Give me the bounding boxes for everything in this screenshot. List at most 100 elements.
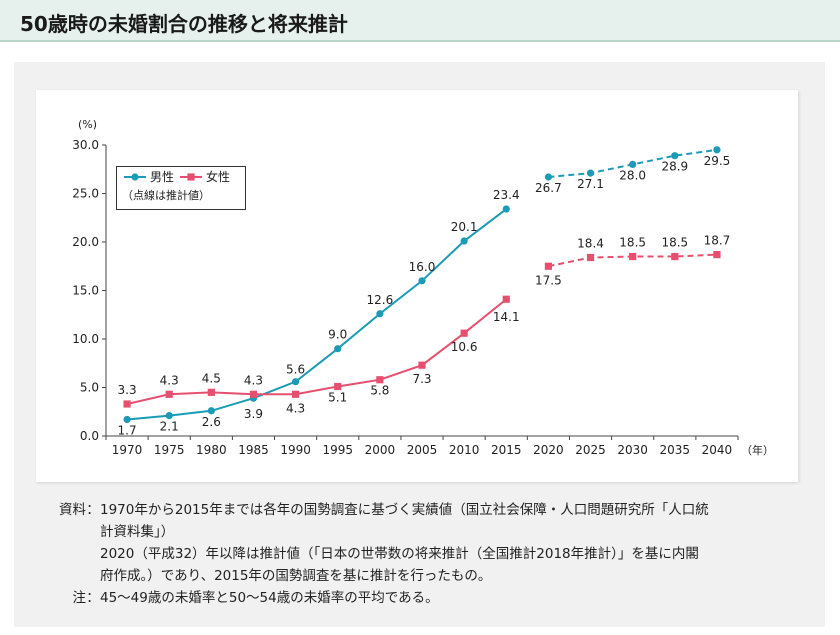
men-point <box>123 415 131 424</box>
women-point <box>165 390 173 398</box>
x-tick-label: 2000 <box>365 443 396 457</box>
women-data-label: 3.3 <box>118 383 137 397</box>
x-tick-label: 2025 <box>575 443 606 457</box>
legend-women-label: 女性 <box>206 169 230 184</box>
note-text: 45～49歳の未婚率と50～54歳の未婚率の平均である。 <box>100 590 439 606</box>
women-point <box>376 376 384 384</box>
y-tick-label: 20.0 <box>72 235 99 249</box>
x-tick-label: 2040 <box>702 443 733 457</box>
men-point <box>502 205 510 213</box>
women-point <box>292 390 300 398</box>
legend-note: （点線は推計値） <box>122 188 210 202</box>
women-data-label: 14.1 <box>493 310 520 324</box>
women-data-label: 10.6 <box>451 340 478 354</box>
women-point <box>334 382 342 391</box>
women-data-label: 18.5 <box>619 236 646 250</box>
page-title: 50歳時の未婚割合の推移と将来推計 <box>20 12 348 36</box>
note-label: 注 <box>72 590 87 606</box>
x-tick-label: 1975 <box>154 443 185 457</box>
source-note: 資料 ： 1970年から2015年までは各年の国勢調査に基づく実績値（国立社会保… <box>20 499 820 587</box>
source-line-3: 2020（平成32）年以降は推計値（「日本の世帯数の将来推計（全国推計2018年… <box>100 546 699 562</box>
men-point <box>629 160 637 168</box>
y-tick-label: 0.0 <box>80 429 99 443</box>
men-point <box>165 412 173 420</box>
men-point <box>713 146 721 154</box>
women-data-label: 4.3 <box>160 373 179 387</box>
men-data-label: 16.0 <box>409 260 436 274</box>
x-tick-label: 1985 <box>238 443 269 457</box>
x-tick-label: 1990 <box>280 443 311 457</box>
women-point <box>460 329 468 337</box>
men-point <box>334 345 342 353</box>
x-tick-label: 2010 <box>449 443 480 457</box>
women-point <box>713 251 721 259</box>
source-line-1: 1970年から2015年までは各年の国勢調査に基づく実績値（国立社会保障・人口問… <box>100 502 709 518</box>
men-point <box>418 277 426 285</box>
women-data-label: 5.8 <box>370 384 389 398</box>
women-point <box>544 262 552 270</box>
men-point <box>460 237 468 245</box>
y-tick-label: 25.0 <box>72 187 99 201</box>
men-point <box>586 169 595 177</box>
men-data-label: 29.5 <box>704 154 731 168</box>
source-line-2: 計資料集」） <box>100 524 175 540</box>
legend-women-marker <box>187 173 195 181</box>
women-actual-line <box>126 298 507 405</box>
women-data-label: 18.7 <box>704 234 731 248</box>
women-point <box>418 361 426 369</box>
men-data-label: 5.6 <box>286 363 305 377</box>
notes-section: 資料 ： 1970年から2015年までは各年の国勢調査に基づく実績値（国立社会保… <box>20 499 820 609</box>
x-tick-label: 1980 <box>196 443 227 457</box>
women-point <box>586 253 595 262</box>
men-point <box>544 173 553 181</box>
source-line-4: 府作成。）であり、2015年の国勢調査を基に推計を行ったもの。 <box>100 568 492 584</box>
y-tick-label: 15.0 <box>72 284 99 298</box>
men-data-label: 20.1 <box>451 220 478 234</box>
legend-men-marker <box>131 173 139 181</box>
x-tick-label: 2035 <box>660 443 691 457</box>
men-data-label: 2.1 <box>160 420 179 434</box>
men-data-label: 2.6 <box>202 415 221 429</box>
y-unit-label: (%) <box>78 118 97 131</box>
women-data-label: 18.5 <box>661 236 688 250</box>
y-tick-label: 10.0 <box>72 332 99 346</box>
men-data-label: 3.9 <box>244 407 263 421</box>
women-data-label: 4.3 <box>286 401 305 415</box>
source-label: 資料 <box>59 502 86 518</box>
x-tick-label: 2005 <box>407 443 438 457</box>
women-data-label: 18.4 <box>577 237 604 251</box>
chart-legend <box>116 166 246 210</box>
men-data-label: 12.6 <box>367 293 394 307</box>
women-data-label: 7.3 <box>412 372 431 386</box>
women-point <box>207 388 215 396</box>
x-tick-label: 1995 <box>322 443 353 457</box>
y-tick-label: 30.0 <box>72 138 99 152</box>
men-data-label: 27.1 <box>577 177 604 191</box>
men-point <box>671 152 679 160</box>
footnote: 注 ： 45～49歳の未婚率と50～54歳の未婚率の平均である。 <box>20 587 820 609</box>
men-data-label: 28.9 <box>661 160 688 174</box>
x-tick-label: 2015 <box>491 443 522 457</box>
women-data-label: 4.5 <box>202 371 221 385</box>
men-point <box>292 378 300 386</box>
women-point <box>629 252 637 261</box>
x-tick-label: 2020 <box>533 443 564 457</box>
legend-men-label: 男性 <box>150 170 174 184</box>
men-data-label: 9.0 <box>328 328 347 342</box>
men-data-label: 28.0 <box>619 168 646 182</box>
men-point <box>376 310 384 318</box>
men-actual-line <box>126 208 507 421</box>
women-point <box>123 400 131 408</box>
women-point <box>671 252 679 261</box>
men-point <box>207 407 215 415</box>
women-data-label: 4.3 <box>244 373 263 387</box>
men-data-label: 23.4 <box>493 188 520 202</box>
x-tick-label: 1970 <box>112 443 143 457</box>
men-data-label: 1.7 <box>118 424 137 438</box>
women-data-label: 5.1 <box>328 391 347 405</box>
women-point <box>502 295 510 303</box>
women-data-label: 17.5 <box>535 273 562 287</box>
x-tick-label: 2030 <box>617 443 648 457</box>
y-tick-label: 5.0 <box>80 381 99 395</box>
